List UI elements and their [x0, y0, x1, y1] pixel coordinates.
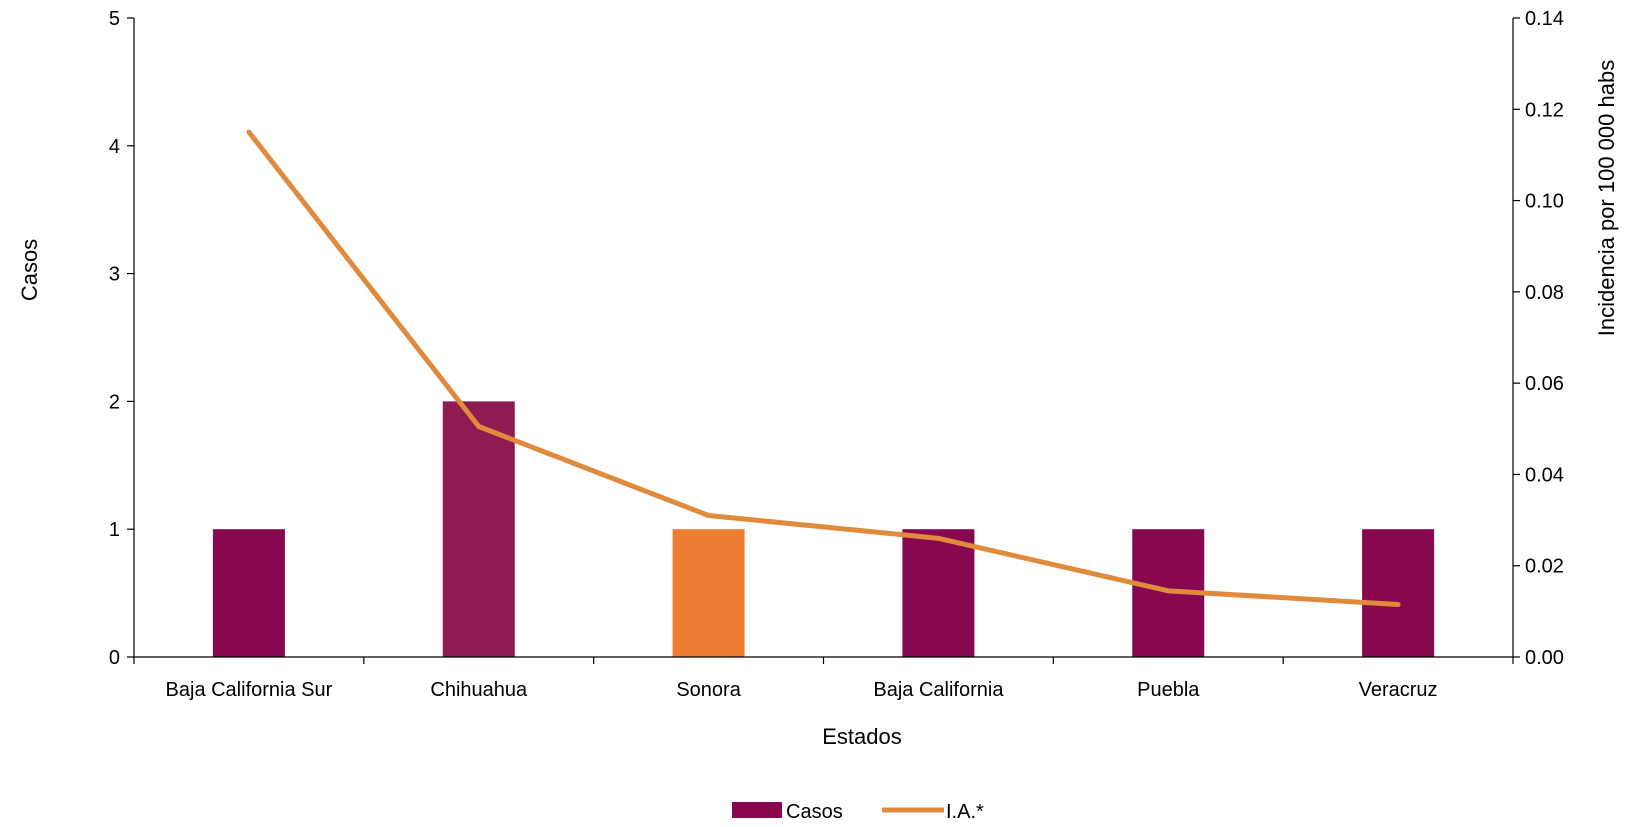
legend-label-ia: I.A.* — [946, 801, 984, 822]
x-tick-label-5: Veracruz — [1359, 679, 1438, 701]
y-tick-label-4: 4 — [109, 136, 120, 158]
bar-1 — [443, 401, 515, 657]
x-tick-label-3: Baja California — [873, 679, 1004, 701]
y-tick-label-1: 1 — [109, 519, 120, 541]
y-tick-label-5: 5 — [109, 8, 120, 30]
x-tick-label-2: Sonora — [676, 679, 741, 701]
y2-tick-label-4: 0.08 — [1525, 282, 1564, 304]
y2-tick-label-3: 0.06 — [1525, 373, 1564, 395]
bar-0 — [213, 529, 285, 657]
bar-3 — [902, 529, 974, 657]
y2-axis-title: Incidencia por 100 000 habs — [1594, 60, 1619, 336]
x-axis-title: Estados — [822, 724, 902, 749]
x-tick-label-0: Baja California Sur — [166, 679, 333, 701]
legend-label-casos: Casos — [786, 801, 843, 822]
axes-layer — [127, 18, 1520, 664]
x-tick-label-4: Puebla — [1137, 679, 1200, 701]
y-tick-label-0: 0 — [109, 647, 120, 669]
y-axis-title: Casos — [17, 239, 42, 301]
bar-5 — [1362, 529, 1434, 657]
y2-tick-label-6: 0.12 — [1525, 99, 1564, 121]
y2-tick-label-5: 0.10 — [1525, 191, 1564, 213]
legend: Casos I.A.* — [732, 801, 984, 822]
y2-tick-label-1: 0.02 — [1525, 556, 1564, 578]
x-tick-label-1: Chihuahua — [430, 679, 528, 701]
legend-swatch-casos — [732, 802, 782, 818]
bar-2 — [673, 529, 745, 657]
y2-tick-label-0: 0.00 — [1525, 647, 1564, 669]
y-tick-label-2: 2 — [109, 391, 120, 413]
line-layer — [249, 132, 1398, 605]
labels-layer: 0 1 2 3 4 5 0.00 0.02 0.04 0.06 0.08 0.10 0.12 0.14 Ba… — [109, 8, 1564, 701]
y2-tick-label-7: 0.14 — [1525, 8, 1564, 30]
y2-tick-label-2: 0.04 — [1525, 464, 1564, 486]
ia-series-line — [249, 132, 1398, 604]
y-tick-label-3: 3 — [109, 264, 120, 286]
